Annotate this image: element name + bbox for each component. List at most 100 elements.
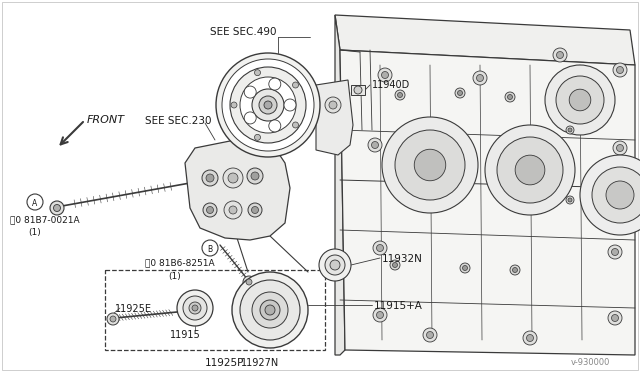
Circle shape (223, 168, 243, 188)
Circle shape (50, 201, 64, 215)
Polygon shape (185, 140, 290, 240)
Circle shape (224, 201, 242, 219)
Circle shape (497, 137, 563, 203)
Text: (1): (1) (29, 228, 42, 237)
Circle shape (378, 68, 392, 82)
Circle shape (463, 266, 467, 270)
Text: 11925P: 11925P (205, 358, 244, 368)
Circle shape (460, 263, 470, 273)
Circle shape (27, 194, 43, 210)
Text: B: B (207, 244, 212, 253)
Circle shape (392, 263, 397, 267)
Circle shape (381, 71, 388, 78)
Circle shape (222, 59, 314, 151)
Text: (1): (1) (168, 272, 181, 281)
Circle shape (473, 71, 487, 85)
Circle shape (568, 198, 572, 202)
Circle shape (592, 167, 640, 223)
Polygon shape (316, 80, 353, 155)
Circle shape (319, 249, 351, 281)
Circle shape (557, 51, 563, 58)
Text: v-930000: v-930000 (571, 358, 610, 367)
Circle shape (613, 63, 627, 77)
Circle shape (566, 126, 574, 134)
Circle shape (232, 272, 308, 348)
Text: 11932N: 11932N (382, 254, 423, 264)
Circle shape (292, 82, 298, 88)
Circle shape (203, 203, 217, 217)
Circle shape (252, 206, 259, 214)
Circle shape (54, 205, 61, 212)
Circle shape (527, 334, 534, 341)
Circle shape (207, 206, 214, 214)
Circle shape (426, 331, 433, 339)
Circle shape (202, 240, 218, 256)
Circle shape (107, 313, 119, 325)
Polygon shape (335, 15, 635, 65)
Circle shape (247, 168, 263, 184)
Circle shape (292, 122, 298, 128)
Circle shape (616, 67, 623, 74)
Circle shape (325, 255, 345, 275)
Circle shape (505, 92, 515, 102)
Circle shape (189, 302, 201, 314)
Circle shape (395, 130, 465, 200)
Circle shape (477, 74, 483, 81)
Text: ⑂0 81B6-8251A: ⑂0 81B6-8251A (145, 258, 214, 267)
Text: 11915: 11915 (170, 330, 200, 340)
Circle shape (264, 101, 272, 109)
Circle shape (246, 279, 252, 285)
Circle shape (376, 244, 383, 251)
Circle shape (230, 67, 306, 143)
Circle shape (244, 112, 256, 124)
Circle shape (508, 94, 513, 99)
Text: 11925E: 11925E (115, 304, 152, 314)
Circle shape (260, 300, 280, 320)
Circle shape (202, 170, 218, 186)
Text: ⑀0 81B7-0021A: ⑀0 81B7-0021A (10, 215, 79, 224)
Circle shape (606, 181, 634, 209)
Circle shape (376, 311, 383, 318)
Circle shape (395, 90, 405, 100)
Circle shape (110, 316, 116, 322)
Circle shape (608, 245, 622, 259)
Circle shape (177, 290, 213, 326)
Circle shape (510, 265, 520, 275)
Circle shape (216, 53, 320, 157)
Polygon shape (340, 50, 635, 355)
Circle shape (556, 76, 604, 124)
Circle shape (611, 314, 618, 321)
Circle shape (248, 203, 262, 217)
Circle shape (397, 93, 403, 97)
Circle shape (251, 172, 259, 180)
Text: A: A (33, 199, 38, 208)
Circle shape (329, 101, 337, 109)
Polygon shape (335, 15, 345, 355)
Circle shape (354, 86, 362, 94)
Circle shape (252, 89, 284, 121)
Circle shape (325, 97, 341, 113)
Circle shape (513, 267, 518, 273)
Circle shape (414, 149, 445, 181)
Circle shape (616, 144, 623, 151)
Circle shape (613, 141, 627, 155)
Circle shape (231, 102, 237, 108)
Circle shape (269, 78, 281, 90)
Circle shape (580, 155, 640, 235)
Circle shape (373, 241, 387, 255)
Circle shape (284, 99, 296, 111)
Circle shape (269, 120, 281, 132)
Circle shape (192, 305, 198, 311)
Circle shape (553, 48, 567, 62)
Bar (351, 85, 365, 95)
Circle shape (243, 276, 255, 288)
Circle shape (568, 128, 572, 132)
Bar (105, 270, 325, 350)
Circle shape (523, 331, 537, 345)
Circle shape (373, 308, 387, 322)
Circle shape (259, 96, 277, 114)
Circle shape (252, 292, 288, 328)
Circle shape (611, 248, 618, 256)
Circle shape (566, 196, 574, 204)
Circle shape (569, 89, 591, 111)
